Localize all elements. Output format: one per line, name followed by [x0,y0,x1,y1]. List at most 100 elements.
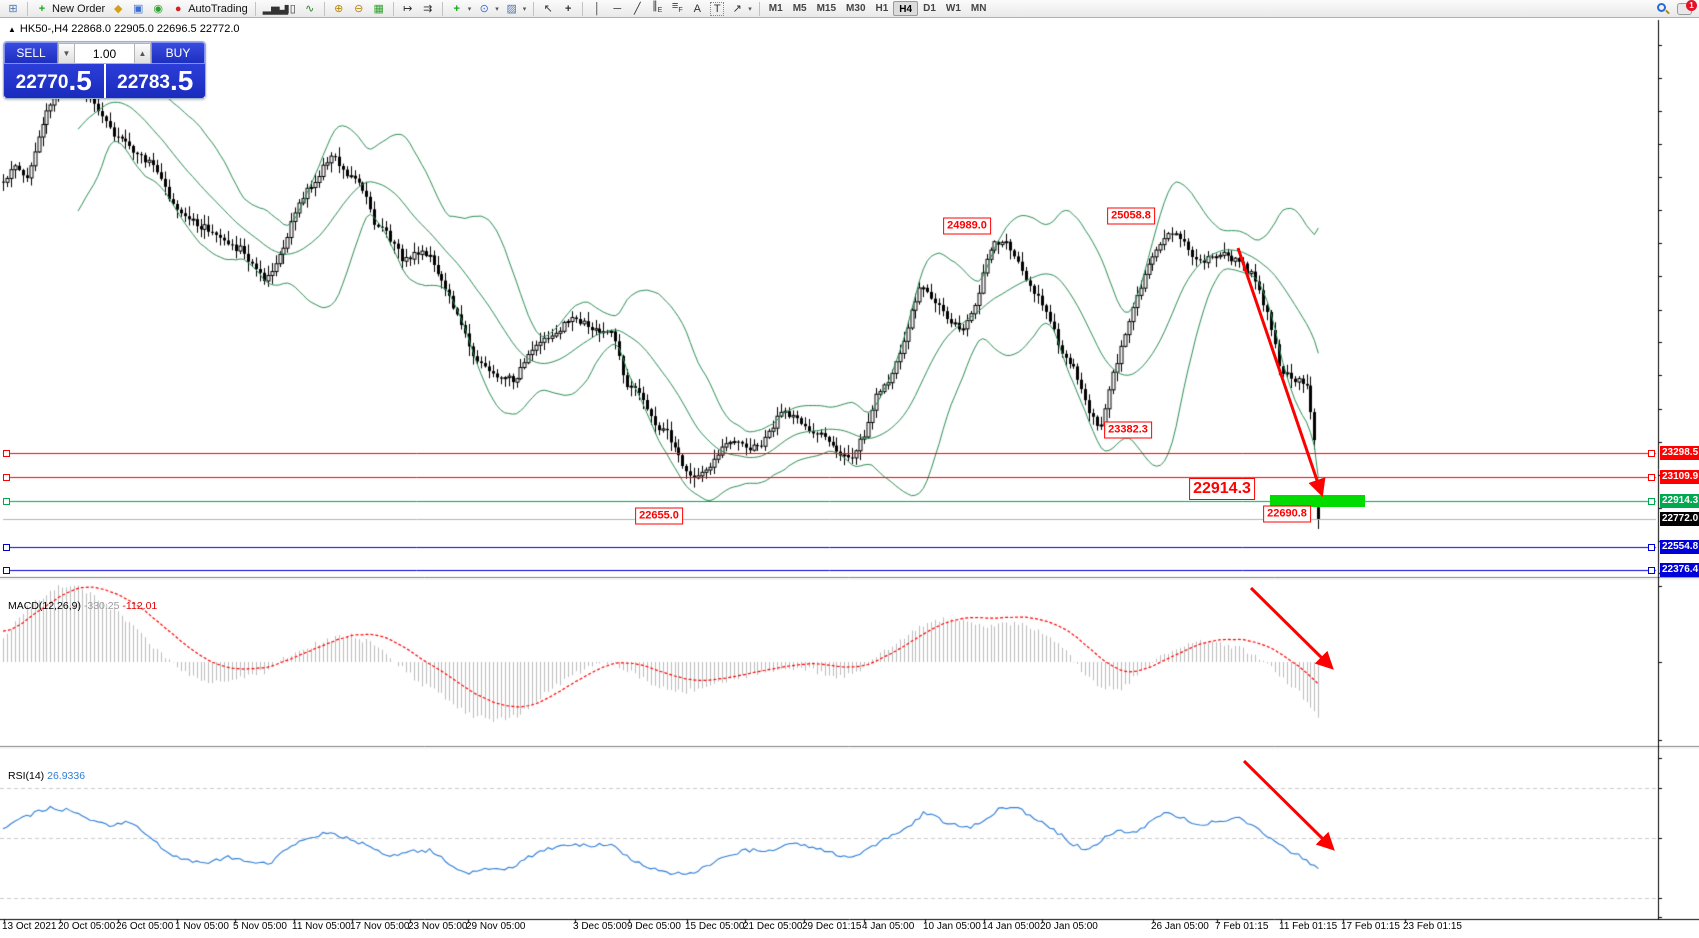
line-handle[interactable] [1648,543,1655,551]
collapse-triangle-icon[interactable]: ▲ [8,25,16,34]
terminal-button[interactable]: ▣ [128,1,148,17]
time-axis-label: 26 Jan 05:00 [1151,921,1209,932]
auto-scroll-button[interactable]: ↦ [398,1,418,17]
autotrading-button[interactable]: ● AutoTrading [168,1,251,17]
cursor-tool-button[interactable]: ↖ [538,1,558,17]
trendline-tool[interactable]: ╱ [627,1,647,17]
new-order-icon: + [38,2,46,15]
macd-main-value: -330.25 [83,600,120,612]
periods-button[interactable]: ⊙ ▾ [474,1,502,17]
zoom-in-button[interactable]: ⊕ [329,1,349,17]
time-axis-label: 29 Nov 05:00 [466,921,526,932]
time-axis-label: 20 Oct 05:00 [58,921,116,932]
tab-timeframe-m1[interactable]: M1 [768,3,783,14]
time-axis-label: 1 Nov 05:00 [175,921,229,932]
data-window-icon: ⊞ [8,2,18,15]
line-handle[interactable] [1648,449,1655,457]
notifications-button[interactable]: 1 [1677,0,1697,15]
zoom-in-icon: ⊕ [334,2,344,15]
signals-button[interactable]: ◉ [148,1,168,17]
tab-timeframe-m15[interactable]: M15 [816,3,837,14]
line-handle[interactable] [3,566,10,574]
text-label-icon: T [710,1,725,16]
chart-shift-button[interactable]: ⇉ [418,1,438,17]
auto-scroll-icon: ↦ [403,2,413,15]
line-handle[interactable] [3,498,10,506]
indicators-button[interactable]: + ▾ [447,1,475,17]
equidistant-channel-tool[interactable]: ∥E [647,0,667,17]
line-handle[interactable] [1648,566,1655,574]
tab-timeframe-h1[interactable]: H1 [875,3,889,14]
time-axis-label: 17 Feb 01:15 [1341,921,1400,932]
horizontal-line-tool[interactable]: ─ [607,1,627,17]
templates-button[interactable]: ▨ ▾ [502,1,530,17]
candlestick-chart-button[interactable]: ▮▯ [280,1,300,17]
time-axis-label: 23 Nov 05:00 [408,921,468,932]
line-handle[interactable] [3,449,10,457]
chart-shift-icon: ⇉ [423,2,433,15]
trendline-icon: ╱ [633,2,641,15]
price-annotation-label[interactable]: 22690.8 [1263,505,1311,523]
sell-price-button[interactable]: 22770.5 [4,64,104,98]
crosshair-tool-button[interactable]: + [558,1,578,17]
line-chart-button[interactable]: ∿ [300,1,320,17]
new-order-button[interactable]: + New Order [32,1,108,17]
time-axis-label: 14 Jan 05:00 [982,921,1040,932]
price-tag: 22554.8 [1660,539,1699,554]
buy-price-main: 22783 [117,72,170,93]
buy-price-button[interactable]: 22783.5 [105,64,205,98]
chart-symbol-title: ▲ HK50-,H4 22868.0 22905.0 22696.5 22772.… [8,23,240,35]
horizontal-line-icon: ─ [613,2,622,15]
line-handle[interactable] [1648,473,1655,481]
volume-decrease-button[interactable]: ▼ [58,43,75,64]
crosshair-icon: + [565,2,572,15]
one-click-trading-panel: SELL ▼ ▲ BUY 22770.5 22783.5 [3,41,206,99]
line-handle[interactable] [3,473,10,481]
time-axis-label: 26 Oct 05:00 [116,921,174,932]
toolbar-separator [254,1,256,16]
line-handle[interactable] [3,543,10,551]
text-tool[interactable]: A [687,1,707,17]
chart-canvas[interactable] [0,18,1699,938]
price-tag: 23298.5 [1660,445,1699,460]
text-label-tool[interactable]: T [707,1,727,17]
zoom-out-button[interactable]: ⊖ [349,1,369,17]
toolbar-separator [323,1,325,16]
line-chart-icon: ∿ [305,2,315,15]
tab-timeframe-m30[interactable]: M30 [846,3,866,14]
tab-timeframe-m5[interactable]: M5 [792,3,807,14]
time-axis-label: 3 Dec 05:00 [573,921,627,932]
tab-timeframe-h4[interactable]: H4 [893,1,919,16]
support-highlight-bar[interactable] [1270,495,1365,507]
price-annotation-label[interactable]: 22655.0 [635,507,683,525]
main-toolbar: ⊞ + New Order ◆ ▣ ◉ ● AutoTrading ▂▅▃ ▮▯… [0,0,1699,18]
expert-advisors-button[interactable]: ◆ [108,1,128,17]
tab-timeframe-d1[interactable]: D1 [923,3,936,14]
volume-input[interactable] [75,43,134,64]
macd-signal-value: -112.01 [122,600,158,612]
price-annotation-label[interactable]: 24989.0 [943,217,991,235]
time-axis-label: 13 Oct 2021 [2,921,57,932]
cursor-icon: ↖ [543,2,553,15]
expert-advisors-icon: ◆ [113,2,123,15]
tile-windows-icon: ▦ [373,2,384,15]
line-handle[interactable] [1648,498,1655,506]
tab-timeframe-mn[interactable]: MN [970,3,987,14]
tab-timeframe-w1[interactable]: W1 [945,3,961,14]
arrows-tool[interactable]: ↗ ▾ [727,1,755,17]
tile-windows-button[interactable]: ▦ [369,1,389,17]
price-annotation-label[interactable]: 25058.8 [1107,207,1155,225]
data-window-button[interactable]: ⊞ [3,1,23,17]
time-axis-label: 11 Nov 05:00 [292,921,351,932]
price-annotation-label[interactable]: 23382.3 [1104,421,1152,439]
price-annotation-label[interactable]: 22914.3 [1189,478,1255,500]
fibonacci-tool[interactable]: ≡F [667,0,687,17]
sell-button[interactable]: SELL [4,42,58,64]
bar-chart-button[interactable]: ▂▅▃ [260,1,288,17]
toolbar-separator [533,1,535,16]
volume-increase-button[interactable]: ▲ [134,43,151,64]
dropdown-arrow-icon: ▾ [467,5,472,13]
vertical-line-tool[interactable]: │ [587,1,607,17]
search-icon[interactable] [1657,2,1670,15]
buy-button[interactable]: BUY [151,42,205,64]
